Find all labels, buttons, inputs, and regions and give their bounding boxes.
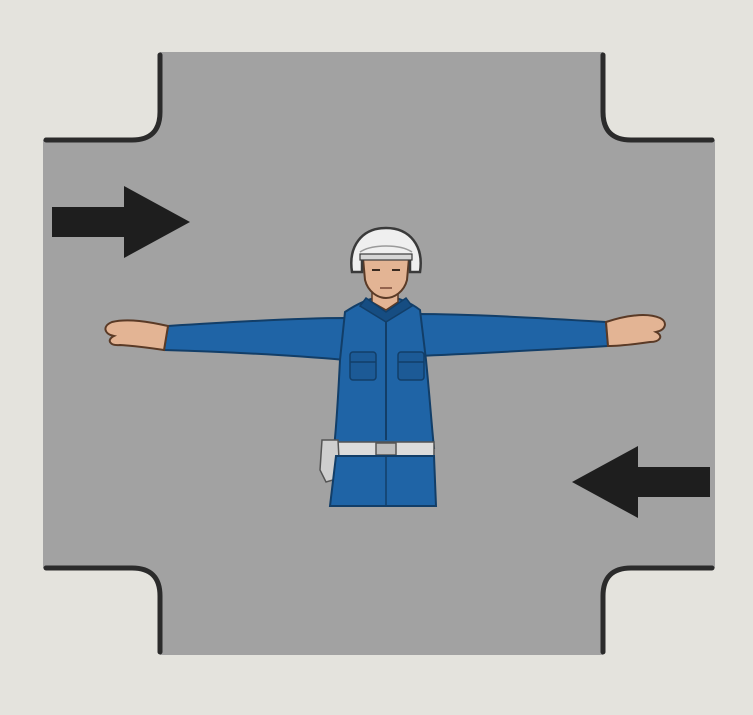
belt-buckle — [375, 442, 397, 456]
traffic-police-officer-icon — [104, 226, 666, 507]
collar — [358, 296, 414, 323]
left-chest-pocket — [349, 351, 377, 381]
right-hand — [604, 314, 666, 348]
curb-bottom-right — [600, 565, 715, 655]
left-hand — [104, 319, 170, 352]
curb-lines — [43, 52, 715, 655]
curb-top-left — [43, 52, 163, 143]
face — [361, 257, 411, 300]
curb-bottom-left — [43, 565, 163, 655]
white-helmet-icon — [350, 226, 422, 274]
curb-top-right — [600, 52, 715, 143]
right-chest-pocket — [397, 351, 425, 381]
arrow-right-icon — [52, 186, 190, 258]
uniform-trousers — [328, 455, 438, 507]
arrow-left-icon — [572, 446, 710, 518]
